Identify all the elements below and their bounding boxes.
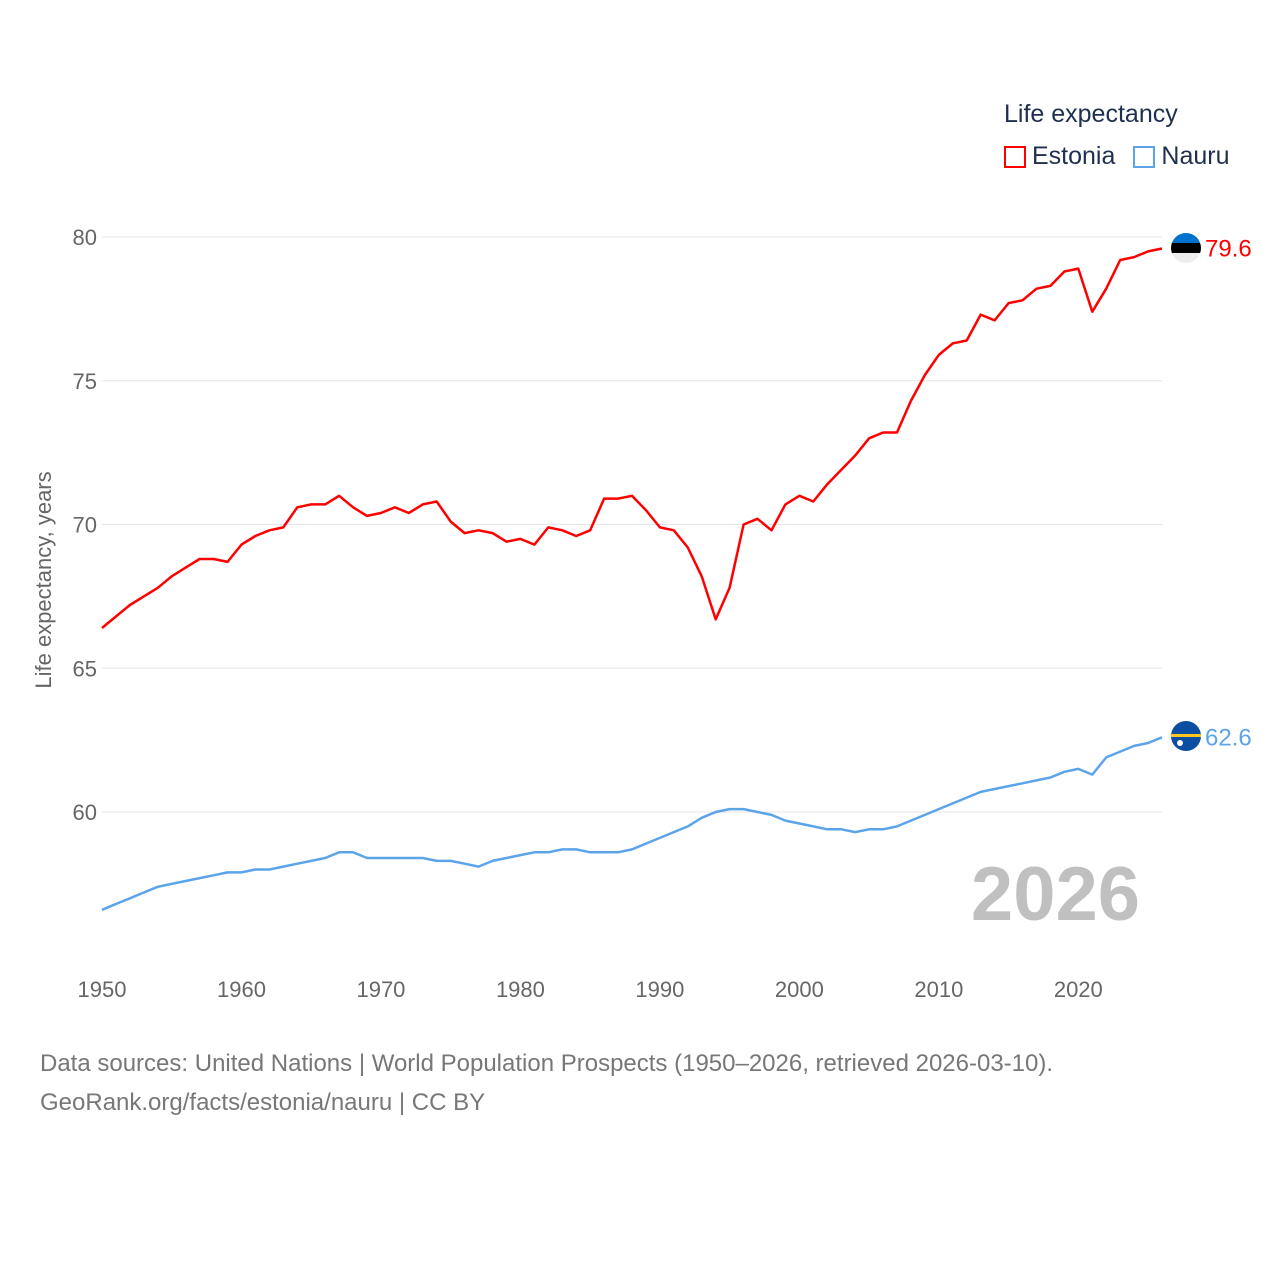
legend-item-estonia[interactable]: Estonia [1004, 142, 1115, 171]
x-tick-label: 1960 [217, 977, 266, 1002]
x-tick-label: 1970 [356, 977, 405, 1002]
x-tick-label: 1950 [78, 977, 127, 1002]
x-tick-label: 2010 [914, 977, 963, 1002]
y-axis-label: Life expectancy, years [31, 471, 56, 688]
x-tick-label: 2000 [775, 977, 824, 1002]
y-tick-label: 60 [73, 800, 97, 825]
end-label-estonia: 79.6 [1205, 236, 1252, 263]
watermark-year: 2026 [971, 852, 1140, 937]
y-tick-label: 80 [73, 225, 97, 250]
x-tick-label: 1980 [496, 977, 545, 1002]
source-link[interactable]: GeoRank.org/facts/estonia/nauru | CC BY [40, 1089, 486, 1116]
legend-swatch-nauru [1133, 145, 1156, 168]
legend-title: Life expectancy [1004, 100, 1178, 128]
legend-swatch-estonia [1004, 145, 1026, 168]
legend-label-nauru: Nauru [1161, 142, 1230, 170]
series-line-estonia [101, 247, 1163, 629]
legend: Estonia Nauru [1004, 142, 1229, 171]
y-tick-label: 70 [73, 513, 97, 538]
x-tick-label: 1990 [635, 977, 684, 1002]
nauru-flag-icon [1171, 721, 1201, 751]
footer: Data sources: United Nations | World Pop… [40, 1044, 1053, 1122]
y-tick-label: 65 [73, 656, 97, 681]
data-source-text: Data sources: United Nations | World Pop… [40, 1050, 1054, 1077]
x-tick-label: 2020 [1054, 977, 1103, 1002]
series-line-nauru [101, 736, 1163, 911]
legend-item-nauru[interactable]: Nauru [1133, 142, 1229, 171]
estonia-flag-icon [1171, 233, 1201, 263]
end-label-nauru: 62.6 [1205, 724, 1252, 751]
legend-label-estonia: Estonia [1032, 142, 1116, 170]
y-tick-label: 75 [73, 369, 97, 394]
